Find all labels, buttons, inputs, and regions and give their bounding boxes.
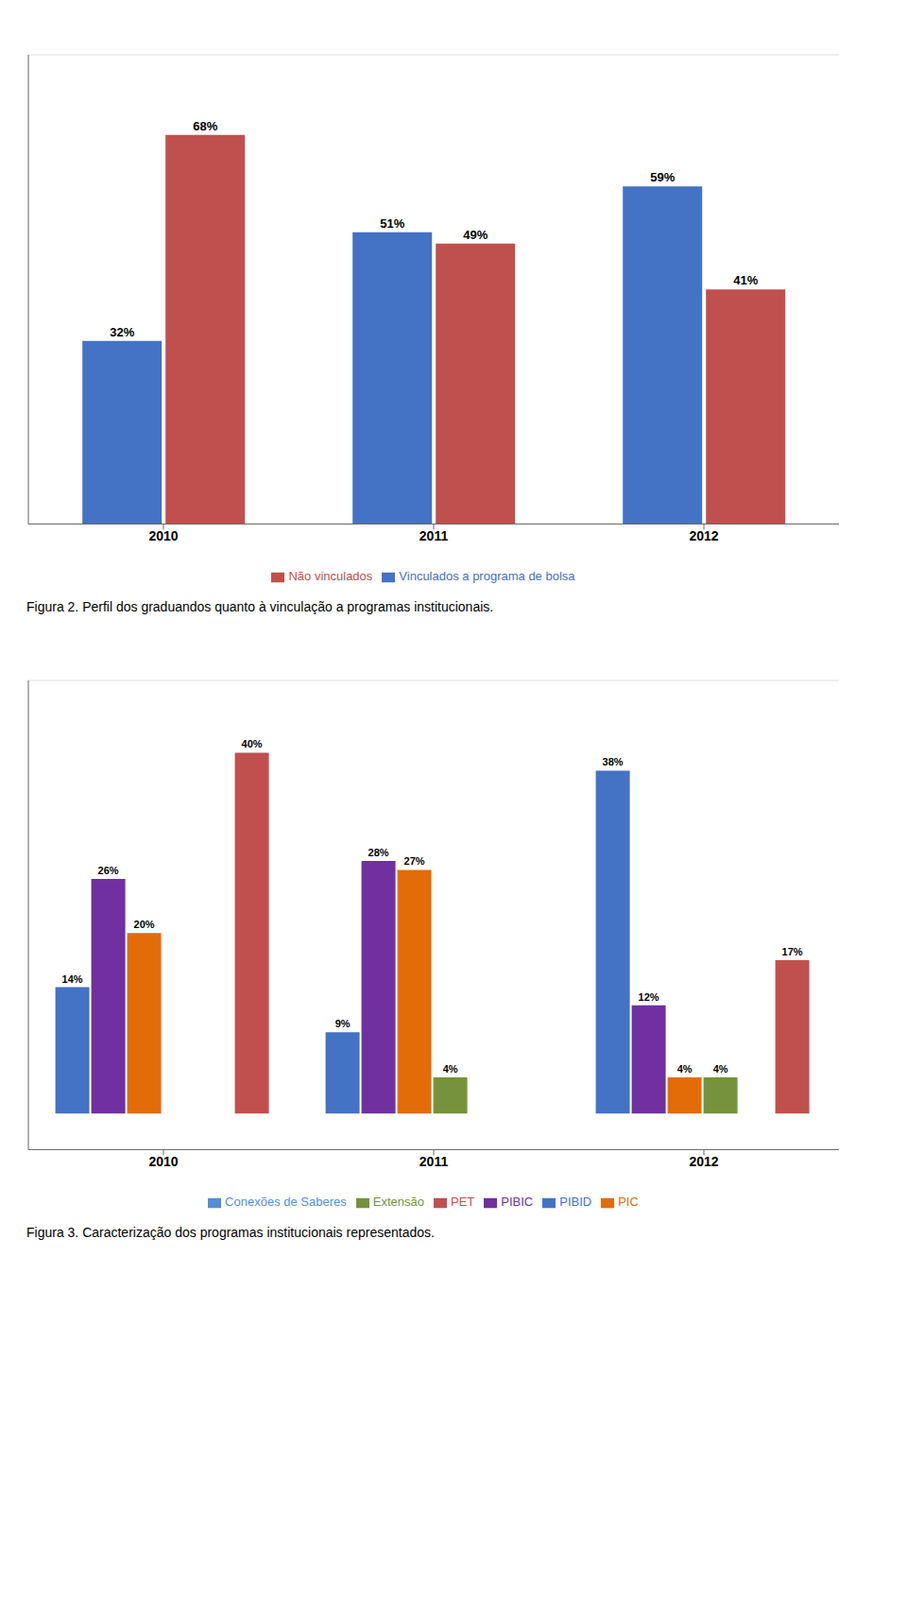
svg-text:4%: 4% [713, 1062, 729, 1075]
svg-text:28%: 28% [368, 846, 390, 858]
svg-text:14%: 14% [62, 973, 84, 985]
html-text:Figura 2. Perfil dos graduando: Figura 2. Perfil dos graduandos quanto à… [26, 598, 494, 615]
svg-text:2010: 2010 [148, 528, 178, 544]
svg-text:2010: 2010 [148, 1153, 178, 1169]
svg-text:12%: 12% [638, 991, 660, 1003]
svg-text:2012: 2012 [688, 528, 719, 544]
svg-text:20%: 20% [134, 918, 155, 930]
svg-text:68%: 68% [192, 119, 218, 134]
svg-text:59%: 59% [650, 170, 675, 185]
svg-text:41%: 41% [733, 273, 758, 288]
svg-text:2012: 2012 [688, 1153, 719, 1169]
svg-text:9%: 9% [335, 1017, 351, 1029]
svg-text:26%: 26% [98, 864, 120, 876]
html-text:Vinculados a programa de bolsa: Vinculados a programa de bolsa [398, 569, 575, 584]
svg-text:4%: 4% [677, 1062, 693, 1075]
html-text:PIC: PIC [618, 1194, 639, 1209]
svg-text:17%: 17% [782, 945, 804, 958]
html-text:PET: PET [450, 1194, 475, 1209]
html-text:PIBIC: PIBIC [501, 1194, 534, 1209]
svg-text:2011: 2011 [419, 528, 449, 544]
svg-text:51%: 51% [379, 216, 405, 231]
html-text:Não vinculados: Não vinculados [288, 569, 373, 584]
svg-text:4%: 4% [443, 1062, 459, 1075]
html-text:Figura 3. Caracterização dos p: Figura 3. Caracterização dos programas i… [26, 1224, 435, 1240]
html-text:Conexões de Saberes: Conexões de Saberes [224, 1194, 347, 1209]
svg-text:2011: 2011 [419, 1153, 449, 1169]
svg-text:38%: 38% [602, 755, 624, 768]
html-text:PIBID: PIBID [559, 1194, 592, 1209]
html-text:Extensão: Extensão [373, 1194, 425, 1209]
svg-text:40%: 40% [241, 737, 263, 750]
svg-text:27%: 27% [404, 855, 426, 867]
svg-text:49%: 49% [462, 227, 488, 242]
svg-text:32%: 32% [109, 325, 135, 340]
